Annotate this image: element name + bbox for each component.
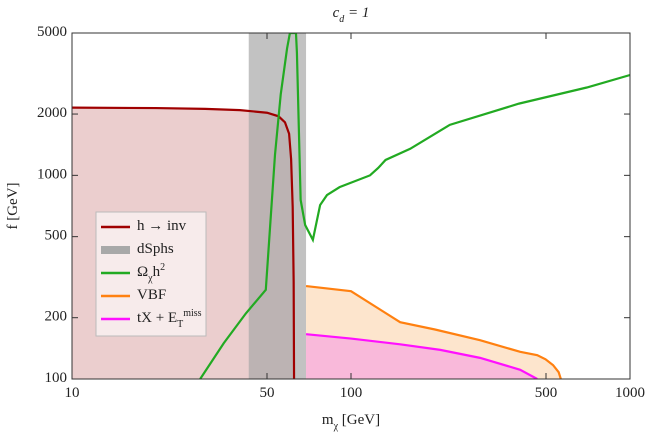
legend: h → inv dSphs Ωχh2 VBF tX + ETmiss — [95, 211, 207, 337]
y-tick-label: 1000 — [37, 167, 67, 183]
x-axis-label: mχ [GeV] — [322, 412, 380, 431]
legend-label: h → inv — [137, 218, 187, 234]
chart-title: cd = 1 — [333, 5, 370, 24]
area — [306, 334, 538, 379]
y-tick-label: 5000 — [37, 24, 67, 40]
y-tick-label: 100 — [45, 370, 68, 386]
y-tick-label: 200 — [45, 309, 68, 325]
y-axis-label: f [GeV] — [5, 182, 21, 229]
series-line — [72, 106, 296, 379]
y-tick-label: 500 — [45, 228, 68, 244]
legend-label: tX + ETmiss — [137, 308, 202, 330]
legend-label: VBF — [137, 287, 166, 303]
legend-box — [95, 211, 207, 337]
series-line — [199, 33, 630, 379]
series-line — [305, 333, 538, 379]
x-tick-label: 1000 — [615, 385, 645, 401]
series-line — [305, 284, 562, 379]
x-tick-label: 50 — [260, 385, 275, 401]
band — [248, 33, 307, 379]
x-tick-label: 10 — [65, 385, 80, 401]
y-tick-label: 2000 — [37, 105, 67, 121]
x-tick-label: 100 — [340, 385, 363, 401]
x-tick-label: 500 — [535, 385, 558, 401]
legend-label: dSphs — [137, 241, 174, 257]
legend-label: Ωχh2 — [137, 262, 165, 284]
